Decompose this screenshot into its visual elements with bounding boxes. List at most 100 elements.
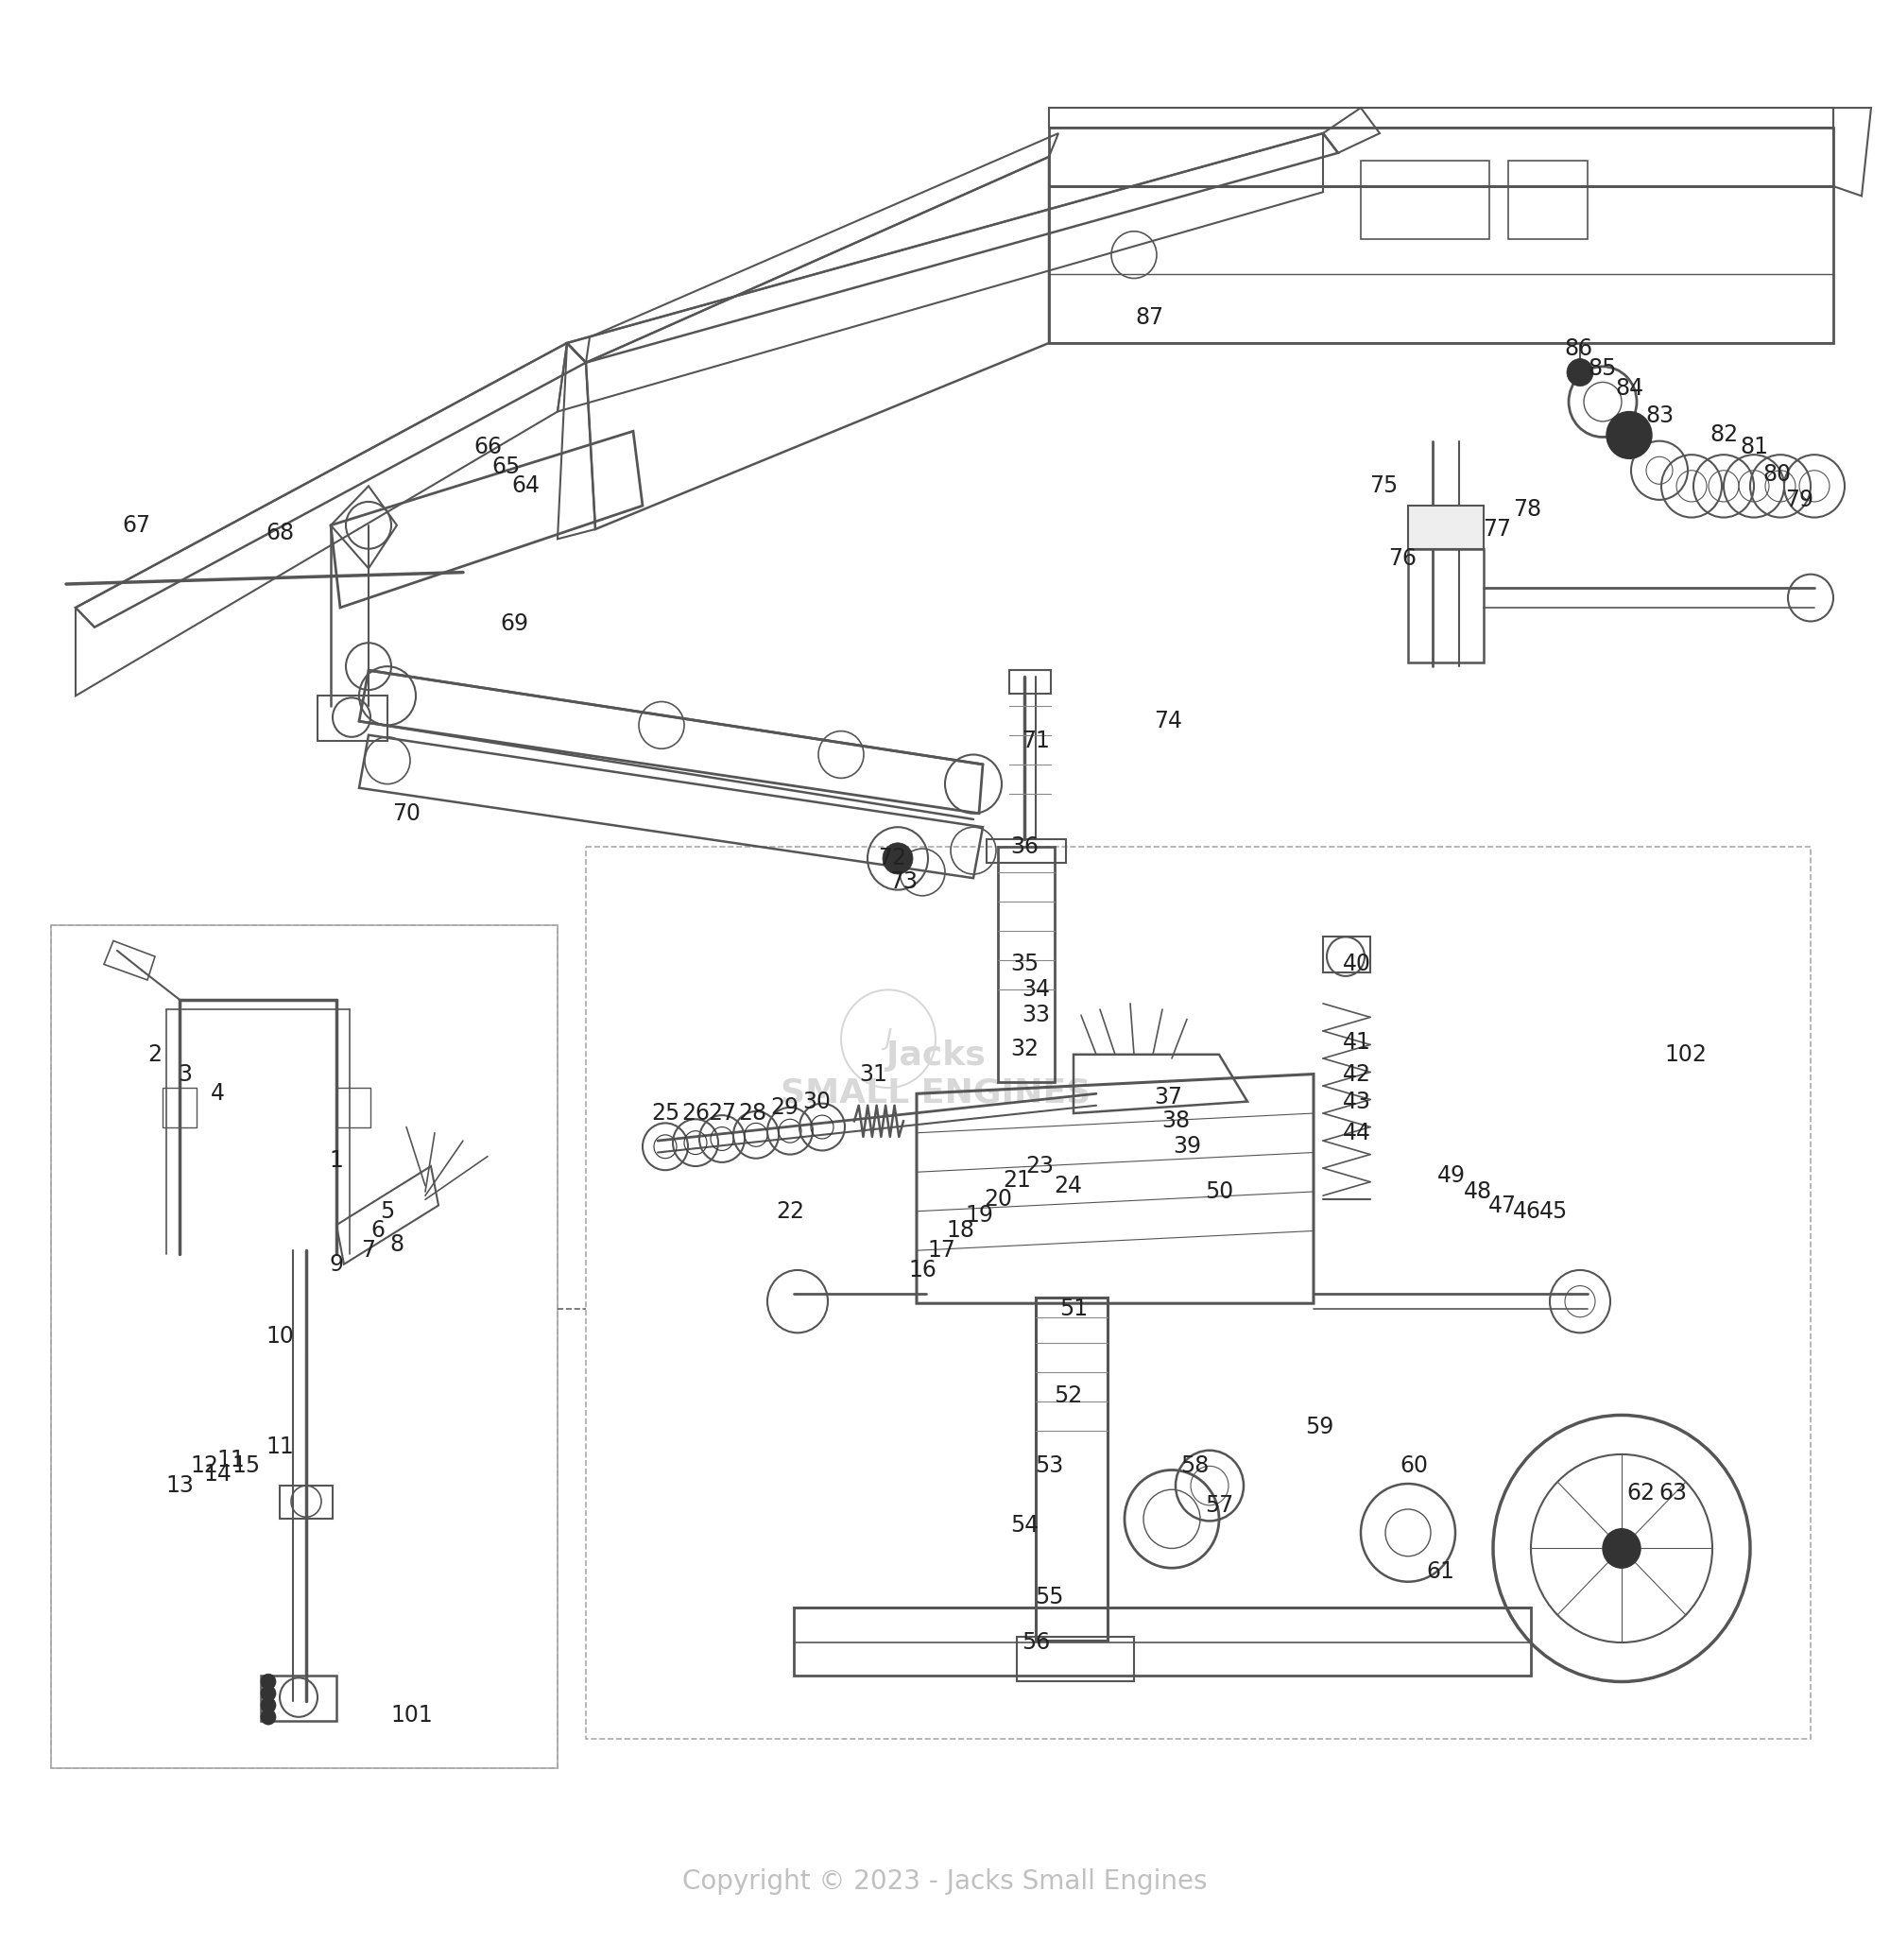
Text: 44: 44 [1342, 1121, 1372, 1145]
Text: 59: 59 [1304, 1415, 1334, 1439]
Text: 67: 67 [121, 514, 151, 537]
Text: 22: 22 [777, 1200, 805, 1223]
Bar [336, 1088, 370, 1127]
Text: 54: 54 [1009, 1513, 1040, 1537]
Text: 24: 24 [1055, 1174, 1081, 1198]
Text: 66: 66 [472, 435, 503, 459]
Text: 81: 81 [1739, 435, 1769, 459]
Text: 10: 10 [266, 1325, 293, 1348]
Polygon shape [1408, 506, 1484, 549]
Text: 80: 80 [1761, 463, 1792, 486]
Circle shape [1606, 412, 1652, 459]
Text: 36: 36 [1009, 835, 1040, 858]
Text: 52: 52 [1053, 1384, 1083, 1407]
Text: 12: 12 [191, 1454, 217, 1478]
Text: 87: 87 [1134, 306, 1164, 329]
Text: 68: 68 [265, 521, 295, 545]
Bar [51, 925, 558, 1768]
Text: Copyright © 2023 - Jacks Small Engines: Copyright © 2023 - Jacks Small Engines [682, 1868, 1208, 1895]
Text: 55: 55 [1034, 1586, 1064, 1609]
Circle shape [261, 1686, 276, 1701]
Bar [586, 847, 1811, 1739]
Text: 13: 13 [166, 1474, 193, 1497]
Bar [1323, 937, 1370, 972]
Text: 73: 73 [890, 870, 919, 894]
Text: 27: 27 [707, 1102, 737, 1125]
Bar [998, 847, 1055, 1082]
Text: 42: 42 [1342, 1062, 1372, 1086]
Text: 26: 26 [680, 1102, 711, 1125]
Text: 5: 5 [380, 1200, 395, 1223]
Text: 41: 41 [1344, 1031, 1370, 1054]
Text: 25: 25 [650, 1102, 680, 1125]
Text: 3: 3 [178, 1062, 193, 1086]
Text: 20: 20 [983, 1188, 1013, 1211]
Bar [1508, 161, 1588, 239]
Text: 47: 47 [1489, 1194, 1516, 1217]
Bar [987, 839, 1066, 862]
Bar [51, 925, 558, 1768]
Circle shape [261, 1697, 276, 1713]
Text: 76: 76 [1387, 547, 1418, 570]
Text: 79: 79 [1784, 488, 1814, 512]
Text: Jacks
SMALL ENGINES: Jacks SMALL ENGINES [781, 1039, 1091, 1109]
Text: 49: 49 [1438, 1164, 1467, 1188]
Circle shape [1567, 359, 1593, 386]
Text: 15: 15 [231, 1454, 261, 1478]
Bar [1036, 1298, 1108, 1641]
Text: 28: 28 [737, 1102, 767, 1125]
Text: 23: 23 [1024, 1154, 1055, 1178]
Text: 11: 11 [266, 1435, 293, 1458]
Text: 46: 46 [1512, 1200, 1542, 1223]
Text: 64: 64 [510, 474, 541, 498]
Text: 14: 14 [204, 1462, 231, 1486]
Text: 58: 58 [1179, 1454, 1210, 1478]
Text: 19: 19 [966, 1203, 992, 1227]
Text: 70: 70 [393, 802, 420, 825]
Text: 45: 45 [1538, 1200, 1569, 1223]
Text: 60: 60 [1399, 1454, 1429, 1478]
Circle shape [883, 843, 913, 874]
Text: 84: 84 [1614, 376, 1644, 400]
Text: 32: 32 [1009, 1037, 1040, 1060]
Text: 61: 61 [1427, 1560, 1453, 1584]
Text: 72: 72 [877, 847, 907, 870]
Text: 48: 48 [1463, 1180, 1493, 1203]
Text: 71: 71 [1022, 729, 1049, 753]
Bar [1361, 161, 1489, 239]
Text: 8: 8 [389, 1233, 404, 1256]
Text: 6: 6 [370, 1219, 386, 1243]
Text: 50: 50 [1204, 1180, 1234, 1203]
Text: 43: 43 [1342, 1090, 1372, 1113]
Text: 39: 39 [1172, 1135, 1202, 1158]
Text: 35: 35 [1009, 953, 1040, 976]
Text: 7: 7 [361, 1239, 376, 1262]
Text: 16: 16 [909, 1258, 936, 1282]
Text: 21: 21 [1004, 1168, 1030, 1192]
Text: 40: 40 [1342, 953, 1372, 976]
Text: 102: 102 [1665, 1043, 1707, 1066]
Text: 29: 29 [771, 1096, 798, 1119]
Text: 53: 53 [1034, 1454, 1064, 1478]
Text: 4: 4 [210, 1082, 225, 1105]
Text: 30: 30 [801, 1090, 832, 1113]
Text: 18: 18 [947, 1219, 975, 1243]
Text: 31: 31 [860, 1062, 886, 1086]
Text: 69: 69 [499, 612, 529, 635]
Bar [1009, 670, 1051, 694]
Text: 101: 101 [391, 1703, 433, 1727]
Text: 62: 62 [1625, 1482, 1656, 1505]
Text: 9: 9 [329, 1252, 344, 1276]
Text: 83: 83 [1644, 404, 1675, 427]
Text: 86: 86 [1563, 337, 1593, 361]
Text: 11: 11 [217, 1448, 244, 1472]
Text: 1: 1 [329, 1149, 344, 1172]
Text: 33: 33 [1021, 1004, 1051, 1027]
Text: 63: 63 [1659, 1482, 1688, 1505]
Circle shape [261, 1674, 276, 1690]
Circle shape [1603, 1529, 1641, 1568]
Text: 37: 37 [1153, 1086, 1183, 1109]
Text: 65: 65 [491, 455, 522, 478]
Text: 74: 74 [1153, 710, 1183, 733]
Text: 78: 78 [1512, 498, 1542, 521]
